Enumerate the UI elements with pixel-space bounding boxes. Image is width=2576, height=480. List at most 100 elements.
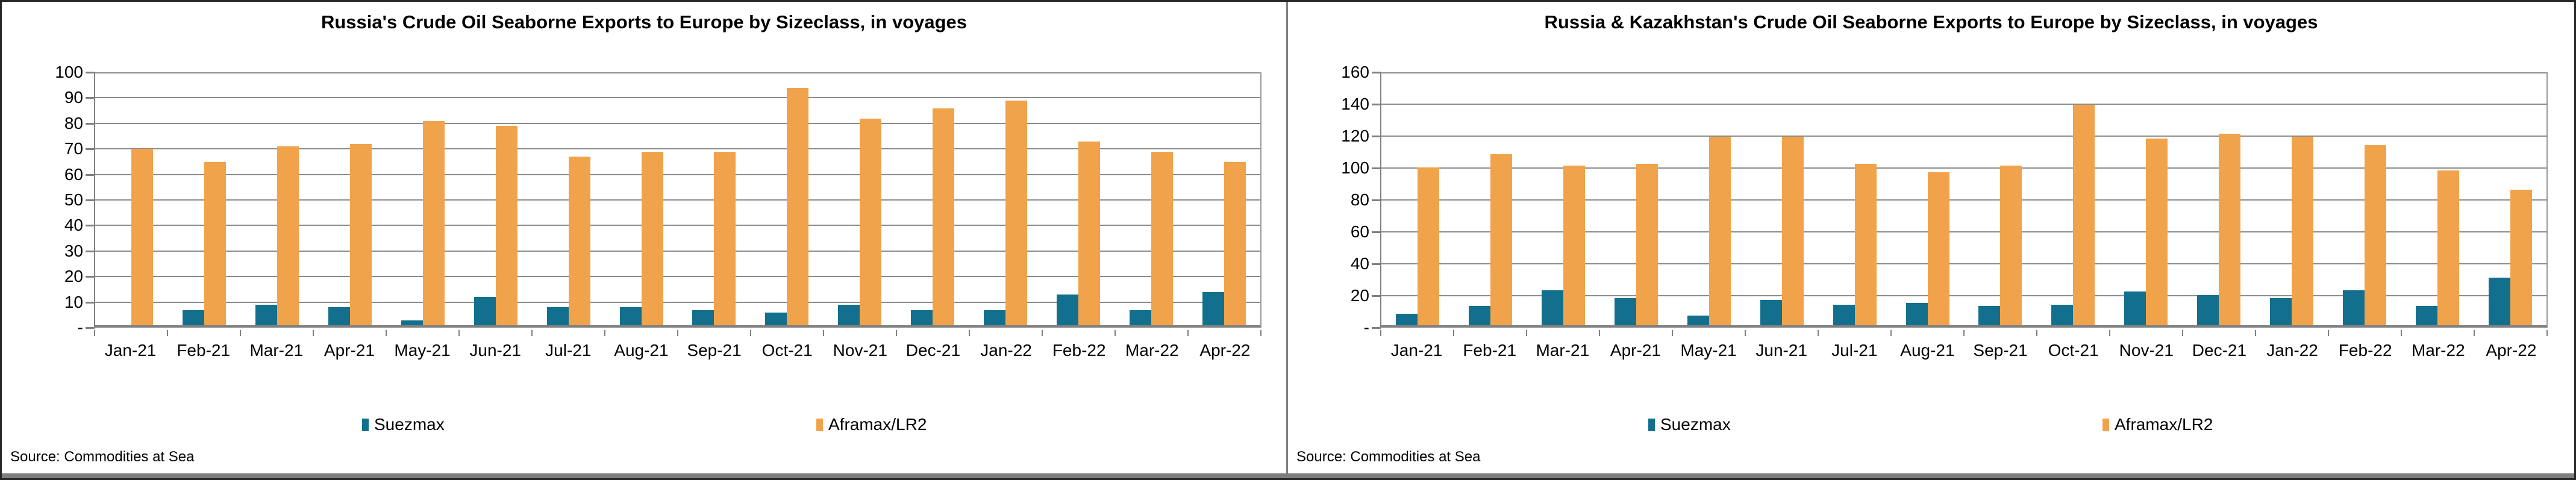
bar-group-oct-21 bbox=[751, 72, 824, 325]
bar-aframax-lr2-jun-21 bbox=[1781, 137, 1804, 325]
x-axis-tick bbox=[314, 330, 387, 336]
russia-kazakhstan-chart-panel: Russia & Kazakhstan's Crude Oil Seaborne… bbox=[1288, 2, 2574, 478]
y-axis-tick bbox=[1372, 231, 1381, 233]
x-axis-labels: Jan-21 Feb-21 Mar-21 Apr-21 May-21 Jun-21 Jul-… bbox=[94, 340, 1261, 361]
x-axis-label-apr-21: Apr-21 bbox=[324, 341, 375, 360]
bar-aframax-lr2-mar-21 bbox=[1563, 166, 1586, 325]
gridline bbox=[95, 199, 1260, 201]
aframax-legend-swatch-icon bbox=[816, 418, 823, 431]
gridline bbox=[1381, 295, 2546, 296]
bar-group-jan-22 bbox=[969, 72, 1042, 325]
x-axis-tick bbox=[460, 330, 533, 336]
x-axis-tick bbox=[678, 330, 751, 336]
x-axis-label-sep-21: Sep-21 bbox=[1973, 341, 2028, 360]
y-axis-tick bbox=[1372, 104, 1381, 105]
bar-aframax-lr2-jan-22 bbox=[1005, 100, 1027, 325]
y-axis-tick bbox=[1372, 136, 1381, 137]
y-axis-label: 90 bbox=[64, 88, 83, 107]
gridline bbox=[95, 97, 1260, 99]
bar-suezmax-mar-22 bbox=[2415, 306, 2437, 325]
bar-aframax-lr2-nov-21 bbox=[860, 118, 882, 325]
x-axis-label-dec-21: Dec-21 bbox=[905, 341, 961, 360]
bar-aframax-lr2-aug-21 bbox=[1927, 172, 1949, 325]
bar-suezmax-dec-21 bbox=[911, 310, 933, 325]
x-axis-label-dec-21: Dec-21 bbox=[2192, 341, 2247, 360]
y-axis-tick bbox=[1372, 295, 1381, 297]
bar-aframax-lr2-aug-21 bbox=[641, 151, 663, 325]
bar-suezmax-mar-21 bbox=[1542, 290, 1564, 325]
bar-suezmax-jan-21 bbox=[1396, 314, 1418, 325]
y-axis-tick bbox=[1372, 72, 1381, 73]
suezmax-legend-swatch-icon bbox=[1648, 418, 1655, 431]
bar-suezmax-feb-21 bbox=[183, 310, 205, 325]
x-axis-label-oct-21: Oct-21 bbox=[761, 341, 813, 360]
gridline bbox=[95, 301, 1260, 303]
x-axis-label-apr-22: Apr-22 bbox=[1199, 341, 1251, 360]
x-axis-tick bbox=[1600, 330, 1673, 336]
y-axis-tick bbox=[86, 72, 95, 73]
bar-group-sep-21 bbox=[678, 72, 751, 325]
x-axis-tick bbox=[824, 330, 897, 336]
bar-group-feb-21 bbox=[168, 72, 241, 325]
x-axis-tick bbox=[970, 330, 1043, 336]
x-axis-label-jul-21: Jul-21 bbox=[1831, 341, 1878, 360]
bar-group-apr-21 bbox=[1600, 72, 1673, 325]
x-axis-tick bbox=[533, 330, 605, 336]
y-axis-tick bbox=[86, 122, 95, 125]
bar-group-sep-21 bbox=[1964, 72, 2037, 325]
bar-group-apr-22 bbox=[2474, 72, 2546, 325]
bar-suezmax-aug-21 bbox=[619, 307, 642, 325]
y-axis-label: 60 bbox=[64, 164, 83, 184]
x-axis-tick bbox=[1381, 330, 1454, 336]
x-axis-tick bbox=[2110, 330, 2183, 336]
bar-aframax-lr2-jan-22 bbox=[2291, 137, 2313, 325]
gridline bbox=[1381, 263, 2546, 264]
legend-label-suezmax: Suezmax bbox=[1660, 415, 1731, 434]
bar-suezmax-may-21 bbox=[401, 320, 423, 325]
legend-item-aframax: Aframax/LR2 bbox=[816, 415, 927, 434]
bar-aframax-lr2-sep-21 bbox=[714, 151, 736, 325]
x-axis-label-nov-21: Nov-21 bbox=[833, 341, 887, 360]
bar-group-aug-21 bbox=[605, 72, 678, 325]
bar-suezmax-jun-21 bbox=[474, 297, 496, 325]
gridline bbox=[95, 276, 1260, 278]
bar-aframax-lr2-oct-21 bbox=[2073, 105, 2095, 325]
x-axis-tick bbox=[2256, 330, 2329, 336]
bar-suezmax-nov-21 bbox=[2124, 291, 2146, 325]
y-axis-tick bbox=[86, 225, 95, 227]
bar-group-nov-21 bbox=[2110, 72, 2183, 325]
bars-layer bbox=[1381, 72, 2546, 325]
x-axis-label-oct-21: Oct-21 bbox=[2048, 341, 2099, 360]
bar-aframax-lr2-apr-22 bbox=[1224, 161, 1246, 325]
y-axis-label: 30 bbox=[64, 241, 83, 260]
bar-suezmax-jun-21 bbox=[1760, 299, 1782, 325]
x-axis-label-apr-21: Apr-21 bbox=[1610, 341, 1661, 360]
y-axis-tick bbox=[1372, 327, 1381, 329]
x-axis-tick bbox=[1746, 330, 1819, 336]
bar-aframax-lr2-feb-21 bbox=[1490, 154, 1513, 325]
x-axis-tick bbox=[2329, 330, 2402, 336]
bar-suezmax-oct-21 bbox=[2051, 304, 2074, 325]
gridline bbox=[1381, 167, 2546, 169]
bar-aframax-lr2-feb-22 bbox=[2364, 145, 2386, 325]
bar-suezmax-feb-21 bbox=[1469, 306, 1491, 325]
bar-group-feb-21 bbox=[1454, 72, 1527, 325]
bar-suezmax-jul-21 bbox=[546, 307, 569, 325]
x-axis-label-feb-22: Feb-22 bbox=[2338, 341, 2392, 360]
y-axis-tick bbox=[86, 148, 95, 151]
x-axis-label-jul-21: Jul-21 bbox=[545, 341, 592, 360]
y-axis-label: 100 bbox=[55, 63, 83, 81]
y-axis-tick bbox=[86, 97, 95, 99]
gridline bbox=[1381, 199, 2546, 201]
y-axis-tick bbox=[86, 327, 95, 329]
bar-aframax-lr2-apr-22 bbox=[2510, 189, 2532, 325]
bar-aframax-lr2-jun-21 bbox=[495, 126, 517, 325]
x-axis-label-mar-21: Mar-21 bbox=[1536, 341, 1590, 360]
source-note: Source: Commodities at Sea bbox=[1296, 449, 1481, 465]
bar-aframax-lr2-oct-21 bbox=[787, 87, 809, 325]
gridline bbox=[1381, 72, 2546, 73]
x-axis-label-mar-22: Mar-22 bbox=[2411, 341, 2465, 360]
x-axis-tick bbox=[2475, 330, 2548, 336]
bar-group-jul-21 bbox=[1818, 72, 1891, 325]
x-axis-label-apr-22: Apr-22 bbox=[2486, 341, 2537, 360]
